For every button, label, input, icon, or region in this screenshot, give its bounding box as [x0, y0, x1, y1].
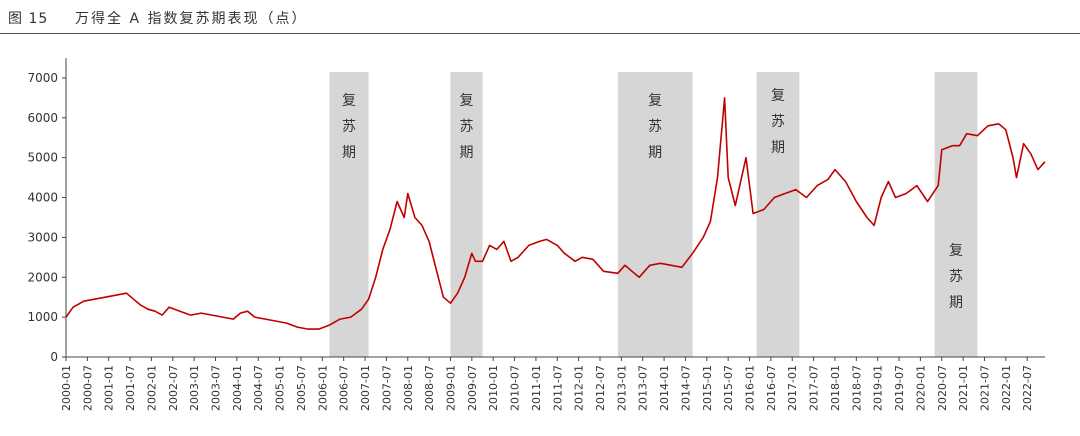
y-tick-label: 6000 — [27, 111, 58, 125]
recovery-shade-4 — [756, 72, 800, 357]
x-tick-label: 2012-07 — [594, 365, 607, 411]
x-tick-label: 2022-07 — [1021, 365, 1034, 411]
x-tick-label: 2009-07 — [466, 365, 479, 411]
x-tick-label: 2020-07 — [936, 365, 949, 411]
x-tick-label: 2010-01 — [487, 365, 500, 411]
recovery-label-3: 复苏期 — [648, 92, 662, 161]
recovery-shade-5 — [934, 72, 978, 357]
recovery-shade-1 — [329, 72, 369, 357]
x-tick-label: 2003-01 — [188, 365, 201, 411]
x-tick-label: 2014-01 — [658, 365, 671, 411]
x-tick-label: 2008-07 — [423, 365, 436, 411]
x-tick-label: 2017-07 — [808, 365, 821, 411]
series-line-1 — [65, 97, 1046, 330]
x-tick-label: 2002-01 — [145, 365, 158, 411]
data-series — [65, 97, 1046, 330]
figure-number: 图 15 — [8, 11, 49, 27]
recovery-label-4: 复苏期 — [771, 87, 785, 156]
chart-axes: 0 1000 2000 3000 4000 5000 6000 7000 2000-01 2000… — [27, 58, 1045, 411]
figure-title: 万得全 A 指数复苏期表现（点） — [75, 11, 308, 27]
y-tick-label: 2000 — [27, 270, 58, 284]
x-tick-label: 2004-07 — [252, 365, 265, 411]
x-tick-label: 2012-01 — [573, 365, 586, 411]
x-tick-label: 2011-01 — [530, 365, 543, 411]
recovery-label-1: 复苏期 — [342, 92, 356, 161]
x-tick-label: 2003-07 — [210, 365, 223, 411]
y-tick-label: 3000 — [27, 230, 58, 244]
x-tick-label: 2018-01 — [829, 365, 842, 411]
x-tick-label: 2013-01 — [615, 365, 628, 411]
x-tick-label: 2015-01 — [701, 365, 714, 411]
x-tick-label: 2007-07 — [380, 365, 393, 411]
x-tick-label: 2001-01 — [103, 365, 116, 411]
figure-header: 图 15 万得全 A 指数复苏期表现（点） — [0, 0, 1080, 34]
x-tick-label: 2008-01 — [402, 365, 415, 411]
x-tick-label: 2014-07 — [679, 365, 692, 411]
x-tick-label: 2017-01 — [786, 365, 799, 411]
x-tick-label: 2002-07 — [167, 365, 180, 411]
x-tick-label: 2019-07 — [893, 365, 906, 411]
x-tick-label: 2021-07 — [978, 365, 991, 411]
y-tick-label: 7000 — [27, 71, 58, 85]
y-tick-label: 0 — [50, 350, 58, 364]
x-tick-label: 2010-07 — [509, 365, 522, 411]
x-tick-label: 2004-01 — [231, 365, 244, 411]
x-tick-label: 2000-07 — [81, 365, 94, 411]
x-tick-label: 2001-07 — [124, 365, 137, 411]
x-tick-label: 2011-07 — [551, 365, 564, 411]
x-tick-label: 2000-01 — [60, 365, 73, 411]
x-tick-label: 2009-01 — [444, 365, 457, 411]
x-tick-label: 2015-07 — [722, 365, 735, 411]
x-tick-label: 2022-01 — [1000, 365, 1013, 411]
x-tick-label: 2006-01 — [316, 365, 329, 411]
x-tick-label: 2020-01 — [914, 365, 927, 411]
x-tick-label: 2018-07 — [850, 365, 863, 411]
x-tick-label: 2007-01 — [359, 365, 372, 411]
x-tick-label: 2005-07 — [295, 365, 308, 411]
y-tick-label: 5000 — [27, 151, 58, 165]
x-tick-label: 2016-01 — [744, 365, 757, 411]
recovery-label-2: 复苏期 — [460, 92, 474, 161]
x-tick-label: 2021-01 — [957, 365, 970, 411]
x-tick-label: 2019-01 — [872, 365, 885, 411]
recovery-shade-2 — [450, 72, 483, 357]
x-tick-label: 2016-07 — [765, 365, 778, 411]
x-tick-label: 2005-01 — [274, 365, 287, 411]
y-tick-label: 1000 — [27, 310, 58, 324]
recovery-label-5: 复苏期 — [949, 242, 963, 311]
recovery-shade-3 — [617, 72, 693, 357]
y-tick-label: 4000 — [27, 191, 58, 205]
x-tick-label: 2013-07 — [637, 365, 650, 411]
x-tick-label: 2006-07 — [338, 365, 351, 411]
